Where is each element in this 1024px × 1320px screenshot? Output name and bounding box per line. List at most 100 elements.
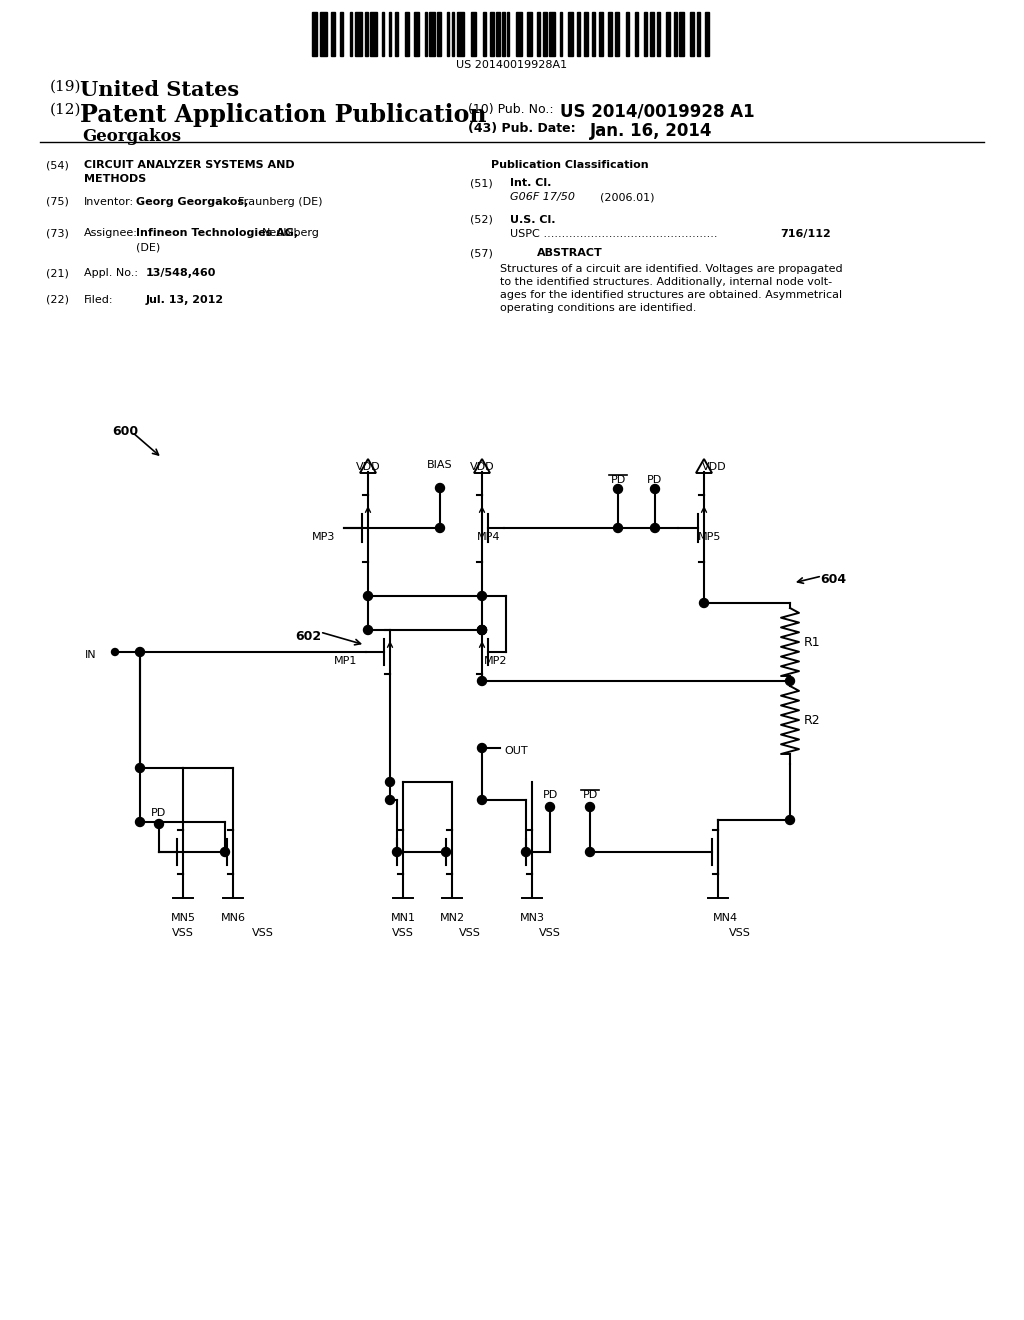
Text: VSS: VSS [459, 928, 481, 939]
Circle shape [613, 484, 623, 494]
Circle shape [650, 484, 659, 494]
Bar [312, 12, 317, 55]
Circle shape [477, 676, 486, 685]
Bar [697, 12, 700, 55]
Bar [425, 12, 427, 55]
Circle shape [478, 744, 485, 751]
Circle shape [521, 847, 530, 857]
Bar [577, 12, 580, 55]
Text: (10) Pub. No.:: (10) Pub. No.: [468, 103, 554, 116]
Bar [679, 12, 684, 55]
Bar [666, 12, 670, 55]
Circle shape [435, 483, 444, 492]
Text: IN: IN [85, 649, 96, 660]
Text: G06F 17/50: G06F 17/50 [510, 191, 575, 202]
Bar [560, 12, 562, 55]
Text: Assignee:: Assignee: [84, 228, 138, 238]
Bar [644, 12, 647, 55]
Text: (19): (19) [50, 81, 82, 94]
Text: Georgakos: Georgakos [82, 128, 181, 145]
Bar [626, 12, 629, 55]
Bar [502, 12, 505, 55]
Bar [414, 12, 419, 55]
Bar [543, 12, 547, 55]
Circle shape [785, 816, 795, 825]
Bar [395, 12, 398, 55]
Bar [599, 12, 603, 55]
Text: MP4: MP4 [477, 532, 501, 543]
Text: MN6: MN6 [220, 913, 246, 923]
Bar [471, 12, 476, 55]
Circle shape [650, 524, 659, 532]
Text: MN3: MN3 [519, 913, 545, 923]
Text: VDD: VDD [355, 462, 380, 473]
Text: VSS: VSS [392, 928, 414, 939]
Bar [592, 12, 595, 55]
Bar [568, 12, 573, 55]
Circle shape [364, 626, 373, 635]
Circle shape [155, 820, 164, 829]
Circle shape [477, 626, 486, 635]
Text: (DE): (DE) [136, 242, 160, 252]
Bar [452, 12, 454, 55]
Text: (52): (52) [470, 215, 493, 224]
Text: (21): (21) [46, 268, 69, 279]
Bar [635, 12, 638, 55]
Circle shape [477, 743, 486, 752]
Text: to the identified structures. Additionally, internal node volt-: to the identified structures. Additional… [500, 277, 833, 286]
Text: ABSTRACT: ABSTRACT [538, 248, 603, 257]
Text: Inventor:: Inventor: [84, 197, 134, 207]
Bar [608, 12, 612, 55]
Circle shape [477, 796, 486, 804]
Text: PD: PD [647, 475, 663, 484]
Text: Filed:: Filed: [84, 294, 114, 305]
Bar [507, 12, 509, 55]
Circle shape [441, 847, 451, 857]
Bar [516, 12, 522, 55]
Text: VSS: VSS [729, 928, 751, 939]
Text: MN4: MN4 [713, 913, 738, 923]
Bar [406, 12, 409, 55]
Text: operating conditions are identified.: operating conditions are identified. [500, 304, 696, 313]
Text: PD: PD [583, 789, 598, 800]
Text: 13/548,460: 13/548,460 [146, 268, 216, 279]
Text: MP2: MP2 [484, 656, 508, 667]
Bar [705, 12, 709, 55]
Text: (54): (54) [46, 160, 69, 170]
Bar [549, 12, 555, 55]
Bar [674, 12, 677, 55]
Text: PD: PD [152, 808, 167, 818]
Text: VDD: VDD [470, 462, 495, 473]
Text: (43) Pub. Date:: (43) Pub. Date: [468, 121, 575, 135]
Bar [365, 12, 368, 55]
Text: MN2: MN2 [439, 913, 465, 923]
Text: 600: 600 [112, 425, 138, 438]
Text: VSS: VSS [539, 928, 561, 939]
Text: PD: PD [543, 789, 558, 800]
Bar [319, 12, 327, 55]
Bar [370, 12, 377, 55]
Circle shape [392, 847, 401, 857]
Text: Jul. 13, 2012: Jul. 13, 2012 [146, 294, 224, 305]
Text: Infineon Technologies AG,: Infineon Technologies AG, [136, 228, 298, 238]
Bar [340, 12, 343, 55]
Text: BIAS: BIAS [427, 459, 453, 470]
Text: Int. Cl.: Int. Cl. [510, 178, 551, 187]
Bar [690, 12, 694, 55]
Text: MN5: MN5 [171, 913, 196, 923]
Text: R1: R1 [804, 635, 820, 648]
Text: (12): (12) [50, 103, 82, 117]
Circle shape [586, 847, 595, 857]
Circle shape [477, 626, 486, 635]
Text: U.S. Cl.: U.S. Cl. [510, 215, 555, 224]
Text: (2006.01): (2006.01) [600, 191, 654, 202]
Text: PD: PD [610, 475, 626, 484]
Text: OUT: OUT [504, 746, 527, 756]
Circle shape [385, 777, 394, 787]
Text: US 20140019928A1: US 20140019928A1 [457, 59, 567, 70]
Text: Patent Application Publication: Patent Application Publication [80, 103, 486, 127]
Text: 604: 604 [820, 573, 846, 586]
Circle shape [546, 803, 555, 812]
Circle shape [364, 591, 373, 601]
Bar [537, 12, 540, 55]
